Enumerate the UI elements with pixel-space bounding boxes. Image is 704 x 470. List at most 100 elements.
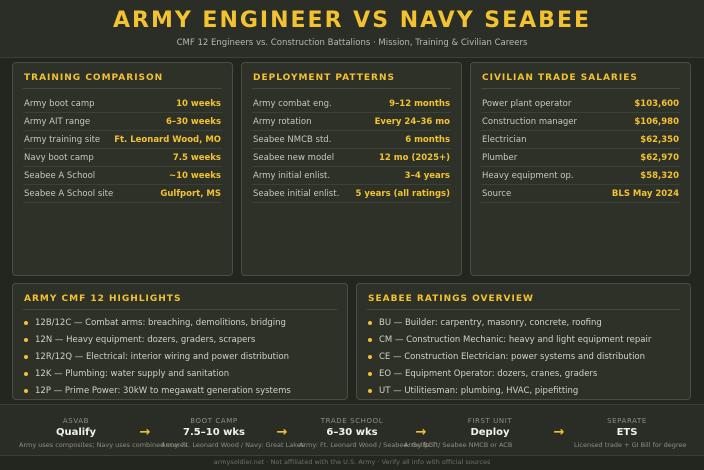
table-row: Plumber $62,970 <box>481 149 680 167</box>
row-label: Construction manager <box>482 117 578 127</box>
list-item-text: BU — Builder: carpentry, masonry, concre… <box>379 318 602 328</box>
row-value: $106,980 <box>634 117 679 127</box>
row-label: Army AIT range <box>24 117 91 127</box>
row-value: Ft. Leonard Wood, MO <box>114 135 221 145</box>
row-label: Power plant operator <box>482 99 572 109</box>
row-label: Source <box>482 189 512 199</box>
table-row: Seabee A School site Gulfport, MS <box>23 185 222 203</box>
bullet-icon <box>24 321 28 325</box>
table-row: Army training site Ft. Leonard Wood, MO <box>23 131 222 149</box>
step-value: 7.5–10 wks <box>183 427 245 438</box>
row-value: $62,970 <box>640 153 679 163</box>
list-item-text: EO — Equipment Operator: dozers, cranes,… <box>379 369 598 379</box>
step-label: FIRST UNIT <box>467 417 513 425</box>
table-row: Navy boot camp 7.5 weeks <box>23 149 222 167</box>
table-row: Army AIT range 6–30 weeks <box>23 113 222 131</box>
step-note: Army uses composites; Navy uses combined… <box>19 441 188 449</box>
row-value: $103,600 <box>634 99 679 109</box>
list-item-text: CE — Construction Electrician: power sys… <box>379 352 646 362</box>
list-item-text: 12B/12C — Combat arms: breaching, demoli… <box>35 318 286 328</box>
row-value: 9–12 months <box>389 99 450 109</box>
list-item: 12K — Plumbing: water supply and sanitat… <box>23 368 337 385</box>
step-note: Army: Ft. Leonard Wood / Navy: Great Lak… <box>161 441 305 449</box>
list-item-text: 12N — Heavy equipment: dozers, graders, … <box>35 335 256 345</box>
step-label: BOOT CAMP <box>190 417 238 425</box>
table-row: Power plant operator $103,600 <box>481 95 680 113</box>
step-label: TRADE SCHOOL <box>320 417 384 425</box>
list-item-text: 12R/12Q — Electrical: interior wiring an… <box>35 352 289 362</box>
row-value: 7.5 weeks <box>172 153 221 163</box>
list-item: UT — Utilitiesman: plumbing, HVAC, pipef… <box>367 385 680 402</box>
divider <box>252 88 451 89</box>
training-title: TRAINING COMPARISON <box>24 73 164 83</box>
bullet-icon <box>24 355 28 359</box>
bullet-icon <box>24 372 28 376</box>
deployment-panel: DEPLOYMENT PATTERNS Army combat eng. 9–12… <box>241 62 462 276</box>
pathway-step-separate: SEPARATE ETS Licensed trade + GI Bill fo… <box>572 405 686 457</box>
bullet-icon <box>368 372 372 376</box>
list-item: BU — Builder: carpentry, masonry, concre… <box>367 317 680 334</box>
row-value: BLS May 2024 <box>611 189 679 199</box>
table-row: Army rotation Every 24–36 mo <box>252 113 451 131</box>
list-item-text: 12K — Plumbing: water supply and sanitat… <box>35 369 230 379</box>
step-value: Qualify <box>55 427 97 438</box>
step-value: Deploy <box>470 427 510 438</box>
table-row: Heavy equipment op. $58,320 <box>481 167 680 185</box>
list-item-text: CM — Construction Mechanic: heavy and li… <box>379 335 652 345</box>
row-value: ~10 weeks <box>168 171 221 181</box>
list-item: 12R/12Q — Electrical: interior wiring an… <box>23 351 337 368</box>
row-label: Army rotation <box>253 117 312 127</box>
table-row: Seabee new model 12 mo (2025+) <box>252 149 451 167</box>
salaries-panel: CIVILIAN TRADE SALARIES Power plant oper… <box>470 62 691 276</box>
step-value: 6–30 wks <box>326 427 378 438</box>
seabee-ratings-panel: SEABEE RATINGS OVERVIEW BU — Builder: ca… <box>356 283 691 400</box>
row-label: Army combat eng. <box>253 99 332 109</box>
row-value: 6 months <box>405 135 450 145</box>
arrow-right-icon: → <box>553 425 565 440</box>
pathway-step-trade-school: TRADE SCHOOL 6–30 wks Army: Ft. Leonard … <box>297 405 438 457</box>
list-item-text: 12P — Prime Power: 30kW to megawatt gene… <box>35 386 291 396</box>
list-item: CM — Construction Mechanic: heavy and li… <box>367 334 680 351</box>
seabee-ratings-title: SEABEE RATINGS OVERVIEW <box>368 294 534 304</box>
list-item: EO — Equipment Operator: dozers, cranes,… <box>367 368 680 385</box>
table-row: Army initial enlist. 3–4 years <box>252 167 451 185</box>
row-label: Heavy equipment op. <box>482 171 574 181</box>
step-label: SEPARATE <box>607 417 647 425</box>
row-value: 10 weeks <box>176 99 221 109</box>
page-subtitle: CMF 12 Engineers vs. Construction Battal… <box>176 38 528 48</box>
row-label: Seabee A School site <box>24 189 114 199</box>
list-item: 12N — Heavy equipment: dozers, graders, … <box>23 334 337 351</box>
table-row: Army boot camp 10 weeks <box>23 95 222 113</box>
arrow-right-icon: → <box>139 425 151 440</box>
step-label: ASVAB <box>62 417 90 425</box>
bullet-icon <box>368 321 372 325</box>
table-row: Electrician $62,350 <box>481 131 680 149</box>
table-row: Seabee NMCB std. 6 months <box>252 131 451 149</box>
row-value: $58,320 <box>640 171 679 181</box>
step-note: Licensed trade + GI Bill for degree <box>574 441 687 449</box>
row-value: Gulfport, MS <box>160 189 221 199</box>
list-item: 12B/12C — Combat arms: breaching, demoli… <box>23 317 337 334</box>
career-pathway: ASVAB Qualify Army uses composites; Navy… <box>0 404 704 456</box>
row-label: Seabee initial enlist. <box>253 189 340 199</box>
bullet-icon <box>24 338 28 342</box>
row-value: 3–4 years <box>404 171 450 181</box>
row-label: Army training site <box>24 135 101 145</box>
pathway-step-first-unit: FIRST UNIT Deploy Army BCT / Seabee NMCB… <box>404 405 545 457</box>
step-note: Army: Ft. Leonard Wood / Seabee: Gulfpor… <box>299 441 439 449</box>
divider <box>367 309 680 310</box>
bullet-icon <box>368 389 372 393</box>
divider <box>23 309 337 310</box>
table-row: Construction manager $106,980 <box>481 113 680 131</box>
row-value: 6–30 weeks <box>165 117 221 127</box>
row-label: Electrician <box>482 135 527 145</box>
step-value: ETS <box>616 427 638 438</box>
table-row: Seabee initial enlist. 5 years (all ratin… <box>252 185 451 203</box>
arrow-right-icon: → <box>415 425 427 440</box>
table-row: Army combat eng. 9–12 months <box>252 95 451 113</box>
list-item-text: UT — Utilitiesman: plumbing, HVAC, pipef… <box>379 386 579 396</box>
pathway-step-boot-camp: BOOT CAMP 7.5–10 wks Army: Ft. Leonard W… <box>159 405 304 457</box>
bullet-icon <box>24 389 28 393</box>
army-highlights-panel: ARMY CMF 12 HIGHLIGHTS 12B/12C — Combat … <box>12 283 348 400</box>
header: ARMY ENGINEER VS NAVY SEABEE CMF 12 Engi… <box>0 0 704 58</box>
